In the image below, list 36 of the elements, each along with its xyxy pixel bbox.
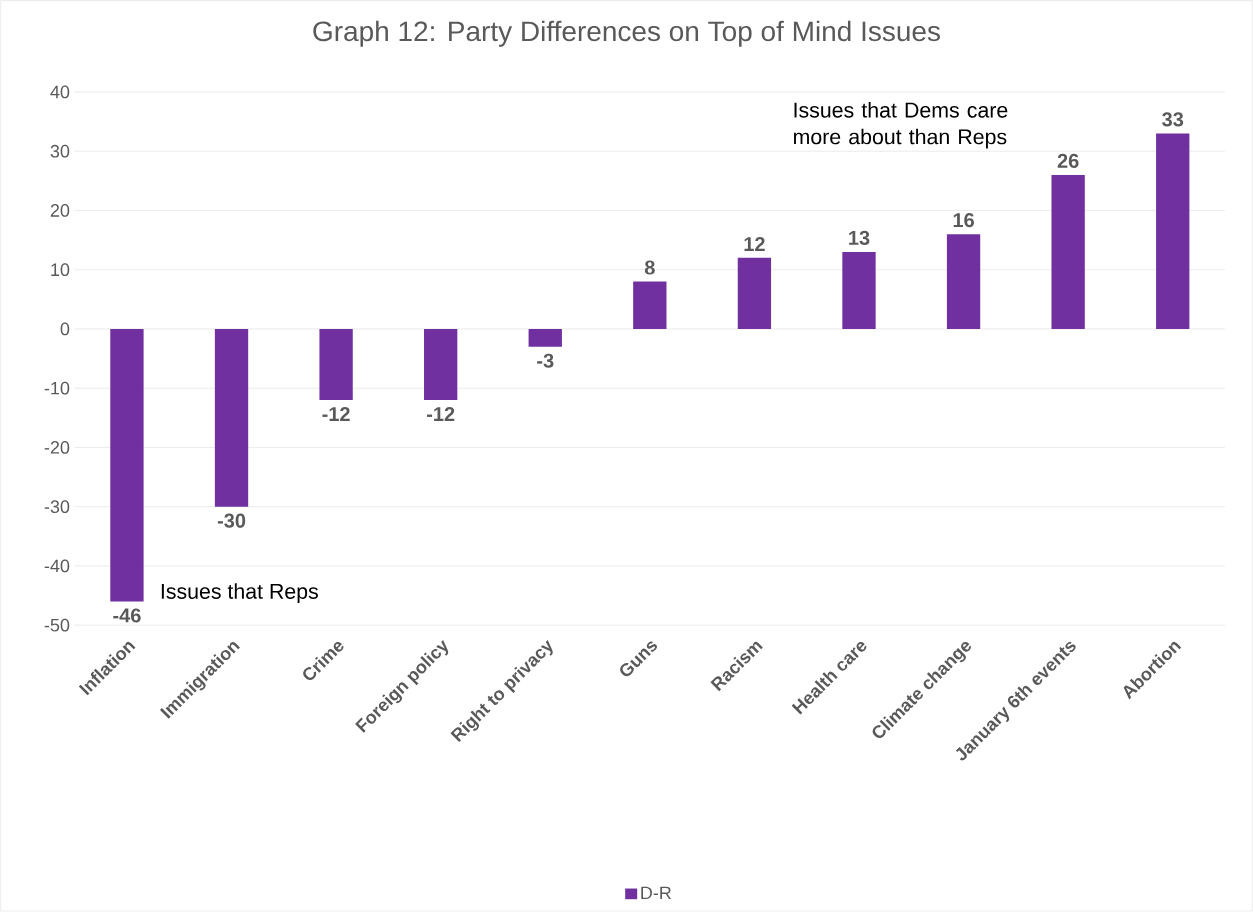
bar (1051, 175, 1085, 330)
y-tick-label: 30 (50, 144, 70, 158)
annotation: Issues that Reps (161, 583, 318, 604)
y-tick-label: 20 (50, 204, 70, 217)
bar (737, 257, 772, 330)
y-tick-label: -30 (44, 500, 70, 514)
bar (528, 329, 562, 347)
legend-label: D-R (641, 886, 671, 900)
bar (110, 329, 144, 602)
y-tick-label: -40 (44, 559, 70, 573)
data-label: 33 (1162, 112, 1184, 127)
y-tick-label: -20 (44, 441, 70, 454)
bar (946, 234, 981, 330)
y-tick-label: -10 (44, 381, 70, 395)
annotation: Issues that Dems care more about than Reps (794, 102, 1008, 149)
data-label: 26 (1057, 153, 1079, 169)
bar (842, 252, 876, 330)
bar (319, 329, 353, 401)
data-label: -12 (322, 407, 350, 422)
y-tick-label: 10 (51, 263, 70, 277)
data-label: -12 (427, 407, 455, 422)
y-tick-label: 40 (50, 85, 70, 99)
data-label: 12 (744, 237, 765, 252)
y-tick-label: 0 (60, 322, 70, 336)
data-label: -46 (113, 608, 141, 623)
data-label: 8 (644, 260, 655, 275)
data-label: -30 (217, 513, 246, 528)
data-label: -3 (537, 353, 554, 368)
bar (424, 329, 458, 401)
bar (1156, 133, 1190, 330)
y-tick-label: -50 (44, 618, 70, 632)
chart-title: Graph 12: Party Differences on Top of Mind Issues (313, 20, 940, 47)
bar (633, 281, 667, 330)
bar (214, 329, 249, 507)
data-label: 16 (953, 213, 974, 228)
data-label: 13 (849, 230, 870, 246)
